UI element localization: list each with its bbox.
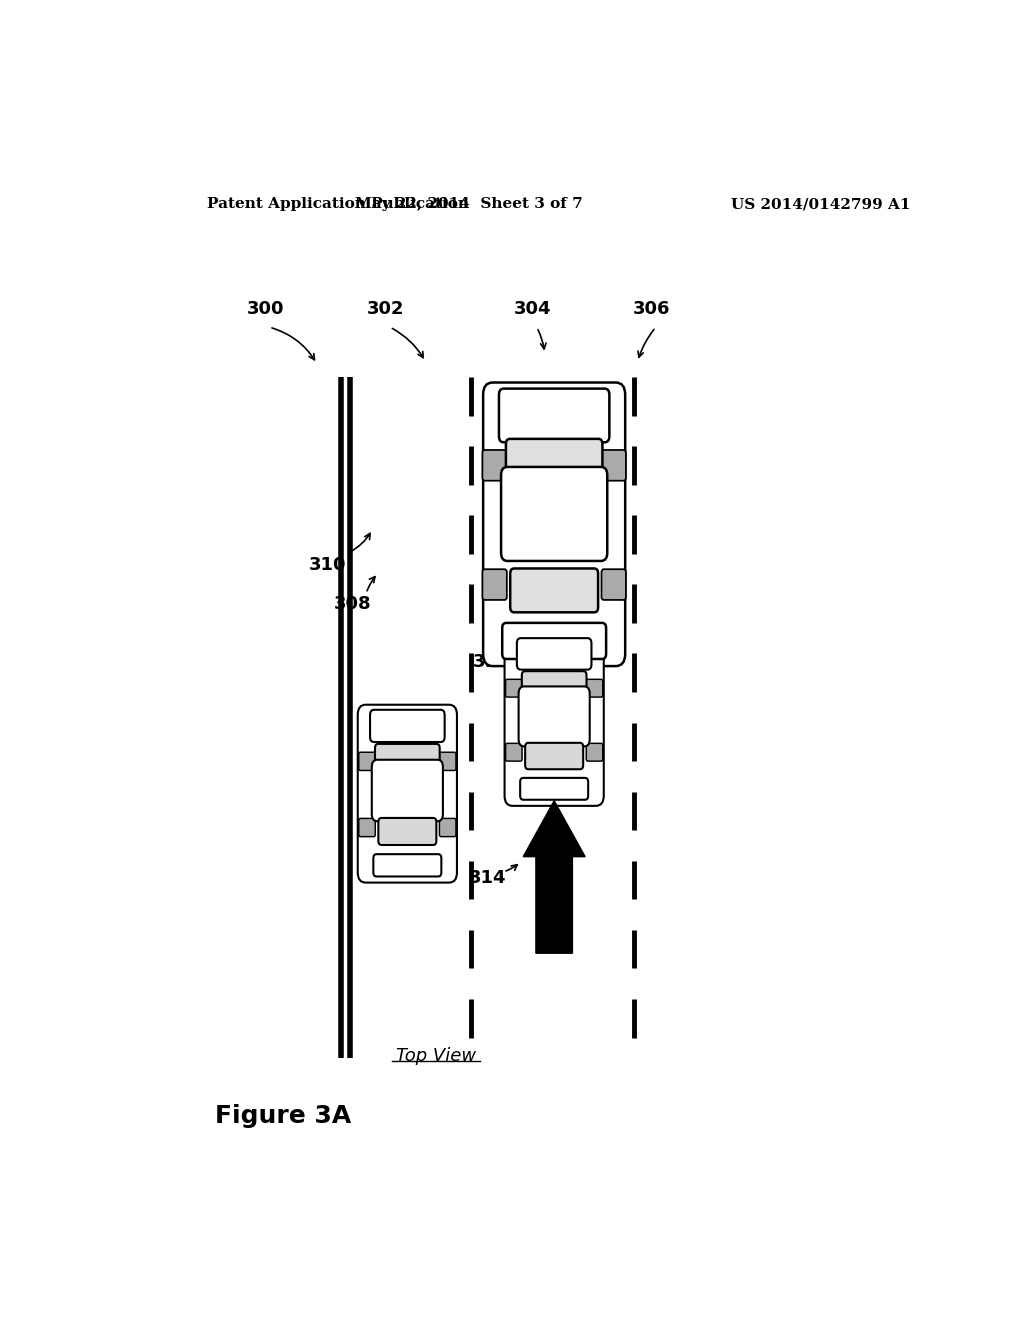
FancyBboxPatch shape bbox=[587, 680, 603, 697]
FancyBboxPatch shape bbox=[510, 569, 598, 612]
Text: 304: 304 bbox=[514, 300, 552, 318]
Text: Figure 3A: Figure 3A bbox=[215, 1104, 351, 1127]
Text: 310: 310 bbox=[309, 556, 347, 574]
FancyBboxPatch shape bbox=[358, 752, 375, 771]
FancyBboxPatch shape bbox=[518, 686, 590, 746]
FancyBboxPatch shape bbox=[601, 569, 626, 599]
Text: 306: 306 bbox=[633, 300, 671, 318]
FancyBboxPatch shape bbox=[506, 743, 522, 762]
FancyBboxPatch shape bbox=[505, 634, 604, 805]
FancyBboxPatch shape bbox=[502, 623, 606, 659]
Text: May 22, 2014  Sheet 3 of 7: May 22, 2014 Sheet 3 of 7 bbox=[355, 197, 583, 211]
FancyBboxPatch shape bbox=[517, 638, 592, 669]
FancyBboxPatch shape bbox=[370, 710, 444, 742]
FancyBboxPatch shape bbox=[439, 818, 456, 837]
Text: 314: 314 bbox=[469, 869, 506, 887]
Text: US 2014/0142799 A1: US 2014/0142799 A1 bbox=[731, 197, 910, 211]
FancyBboxPatch shape bbox=[522, 671, 587, 704]
Text: 300: 300 bbox=[247, 300, 284, 318]
FancyBboxPatch shape bbox=[520, 777, 588, 800]
FancyBboxPatch shape bbox=[506, 438, 602, 494]
FancyBboxPatch shape bbox=[482, 450, 507, 480]
FancyBboxPatch shape bbox=[525, 743, 584, 770]
FancyBboxPatch shape bbox=[482, 569, 507, 599]
FancyBboxPatch shape bbox=[501, 467, 607, 561]
FancyBboxPatch shape bbox=[378, 818, 436, 845]
FancyBboxPatch shape bbox=[499, 388, 609, 442]
Text: 308: 308 bbox=[334, 594, 372, 612]
FancyBboxPatch shape bbox=[374, 854, 441, 876]
Polygon shape bbox=[523, 801, 585, 953]
FancyBboxPatch shape bbox=[483, 383, 626, 667]
Text: Patent Application Publication: Patent Application Publication bbox=[207, 197, 469, 211]
FancyBboxPatch shape bbox=[506, 680, 522, 697]
Text: Top View: Top View bbox=[396, 1047, 476, 1065]
FancyBboxPatch shape bbox=[439, 752, 456, 771]
FancyBboxPatch shape bbox=[375, 744, 439, 777]
FancyBboxPatch shape bbox=[587, 743, 603, 762]
FancyBboxPatch shape bbox=[358, 818, 375, 837]
Text: 302: 302 bbox=[368, 300, 404, 318]
FancyBboxPatch shape bbox=[357, 705, 457, 883]
FancyBboxPatch shape bbox=[601, 450, 626, 480]
FancyBboxPatch shape bbox=[372, 760, 443, 821]
Text: 312: 312 bbox=[473, 652, 510, 671]
